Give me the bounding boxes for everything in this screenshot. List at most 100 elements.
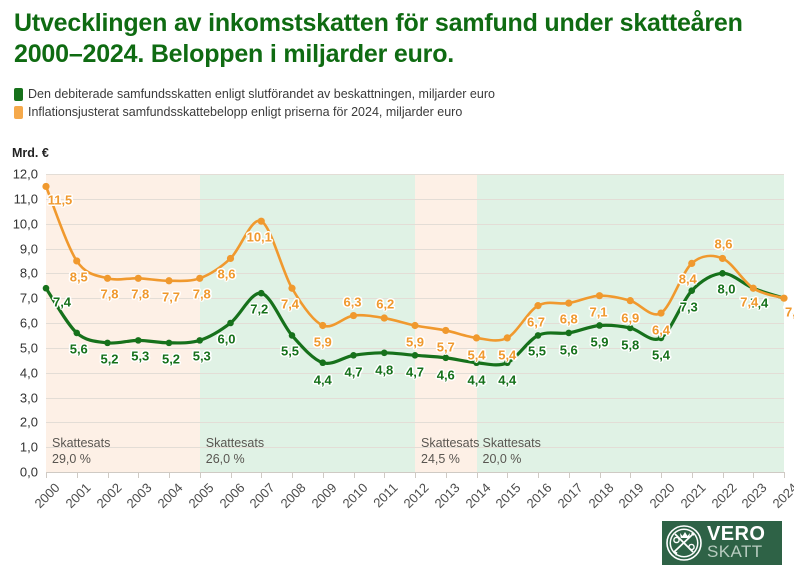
x-axis-tick-label: 2010 xyxy=(339,480,371,512)
data-point-label: 8,5 xyxy=(69,269,88,285)
data-point-label: 6,7 xyxy=(526,314,546,330)
x-axis-tick-label: 2005 xyxy=(185,480,217,512)
x-axis-tick-label: 2018 xyxy=(585,480,617,512)
data-point-marker xyxy=(42,284,50,292)
x-axis-tick-label: 2016 xyxy=(523,480,555,512)
data-point-label: 5,9 xyxy=(590,334,609,350)
x-axis-tick-label: 2015 xyxy=(492,480,524,512)
x-axis-tick xyxy=(691,472,693,478)
series-line xyxy=(44,185,786,342)
data-point-marker xyxy=(626,324,634,332)
data-point-marker xyxy=(503,359,511,367)
data-point-label: 7,7 xyxy=(161,289,181,305)
data-point-label: 5,5 xyxy=(280,343,300,359)
data-point-marker xyxy=(227,319,234,327)
data-point-label: 7,4 xyxy=(740,294,759,310)
logo-wordmark: VERO SKATT xyxy=(706,523,766,560)
data-point-label: 5,3 xyxy=(192,348,211,364)
data-point-label: 7,1 xyxy=(589,304,608,320)
gridline xyxy=(46,174,784,175)
x-axis-tick xyxy=(261,472,263,478)
gridline xyxy=(46,422,784,424)
x-axis-tick xyxy=(107,472,109,478)
tax-rate-annotation-line1: Skattesats xyxy=(421,435,480,450)
x-axis-tick-label: 2022 xyxy=(708,480,740,512)
series-lines xyxy=(42,182,788,367)
data-point-marker xyxy=(288,332,296,339)
data-point-marker xyxy=(103,274,112,282)
x-axis-tick-label: 2011 xyxy=(370,480,401,511)
data-point-marker xyxy=(73,329,81,337)
x-axis-tick-label: 2020 xyxy=(646,480,678,512)
x-axis-tick-label: 2004 xyxy=(154,480,186,512)
tax-rate-annotation-line2: 26,0 % xyxy=(205,451,245,466)
data-point-label: 5,8 xyxy=(621,337,640,353)
x-axis-tick xyxy=(476,472,478,478)
data-point-label: 10,1 xyxy=(246,229,272,245)
data-point-marker xyxy=(472,334,481,342)
x-axis-tick-label: 2014 xyxy=(462,480,494,512)
data-point-label: 5,9 xyxy=(313,334,332,350)
data-point-marker xyxy=(380,314,388,322)
data-point-label: 8,0 xyxy=(717,281,736,297)
data-point-label: 6,2 xyxy=(376,296,395,312)
legend-label-inflationsjusterad: Inflationsjusterat samfundsskattebelopp … xyxy=(28,105,463,119)
data-point-label: 4,7 xyxy=(344,364,363,380)
data-point-marker xyxy=(411,351,419,359)
tax-rate-annotation-line2: 29,0 % xyxy=(52,451,91,466)
data-point-marker xyxy=(226,254,235,263)
legend-label-debiterad: Den debiterade samfundsskatten enligt sl… xyxy=(28,87,495,101)
data-point-marker xyxy=(688,287,696,295)
data-point-marker xyxy=(42,182,50,191)
data-point-marker xyxy=(288,284,296,292)
x-axis-tick-label: 2003 xyxy=(123,480,155,512)
x-axis-tick-label: 2001 xyxy=(62,480,94,512)
data-point-marker xyxy=(688,259,696,267)
data-point-label: 7,0 xyxy=(784,304,794,320)
y-axis-tick: 2,0 xyxy=(19,414,38,430)
data-point-marker xyxy=(319,359,327,367)
y-axis-tick: 11,0 xyxy=(13,191,38,207)
data-point-label: 5,7 xyxy=(436,339,455,355)
gridline xyxy=(46,248,784,250)
data-point-marker xyxy=(134,274,142,282)
data-point-marker xyxy=(165,339,173,347)
tax-rate-annotation-line2: 24,5 % xyxy=(421,451,460,466)
x-axis-tick xyxy=(630,472,632,478)
data-point-marker xyxy=(319,321,327,330)
y-axis-tick: 10,0 xyxy=(12,216,38,232)
x-axis-tick xyxy=(415,472,416,478)
data-point-marker xyxy=(350,351,357,359)
x-axis-tick-label: 2012 xyxy=(400,480,432,512)
x-axis-tick xyxy=(384,472,386,478)
data-point-marker xyxy=(473,359,480,367)
chart-legend: Den debiterade samfundsskatten enligt sl… xyxy=(14,85,495,121)
x-axis-tick-label: 2017 xyxy=(554,480,586,512)
legend-swatch-green xyxy=(14,87,23,101)
data-point-label: 4,8 xyxy=(375,362,394,378)
data-point-label: 5,3 xyxy=(131,348,150,364)
vero-crest-icon xyxy=(666,525,702,561)
data-point-marker xyxy=(565,299,573,307)
data-point-label: 5,5 xyxy=(527,343,547,359)
data-point-label: 4,4 xyxy=(467,372,486,388)
gridline xyxy=(46,447,784,449)
plot-area: Skattesats 29,0 % Skattesats 26,0 % Skattesa… xyxy=(42,174,794,473)
y-axis-tick: 9,0 xyxy=(19,241,38,256)
tax-rate-annotation-line2: 20,0 % xyxy=(482,451,522,466)
data-point-marker xyxy=(257,217,265,225)
data-point-marker xyxy=(257,289,265,297)
data-point-marker xyxy=(626,297,634,305)
page-title: Utvecklingen av inkomstskatten för samfu… xyxy=(14,9,743,68)
tax-rate-annotation-line1: Skattesats xyxy=(482,435,541,450)
data-point-label: 7,8 xyxy=(192,286,211,302)
data-point-label: 6,4 xyxy=(651,322,671,338)
data-point-marker xyxy=(196,337,204,344)
x-axis-tick xyxy=(230,472,232,478)
logo-primary-text: VERO xyxy=(707,523,766,546)
gridline xyxy=(46,273,784,275)
y-axis-tick: 8,0 xyxy=(19,265,38,281)
x-axis-tick xyxy=(353,472,355,478)
gridline xyxy=(46,397,784,399)
